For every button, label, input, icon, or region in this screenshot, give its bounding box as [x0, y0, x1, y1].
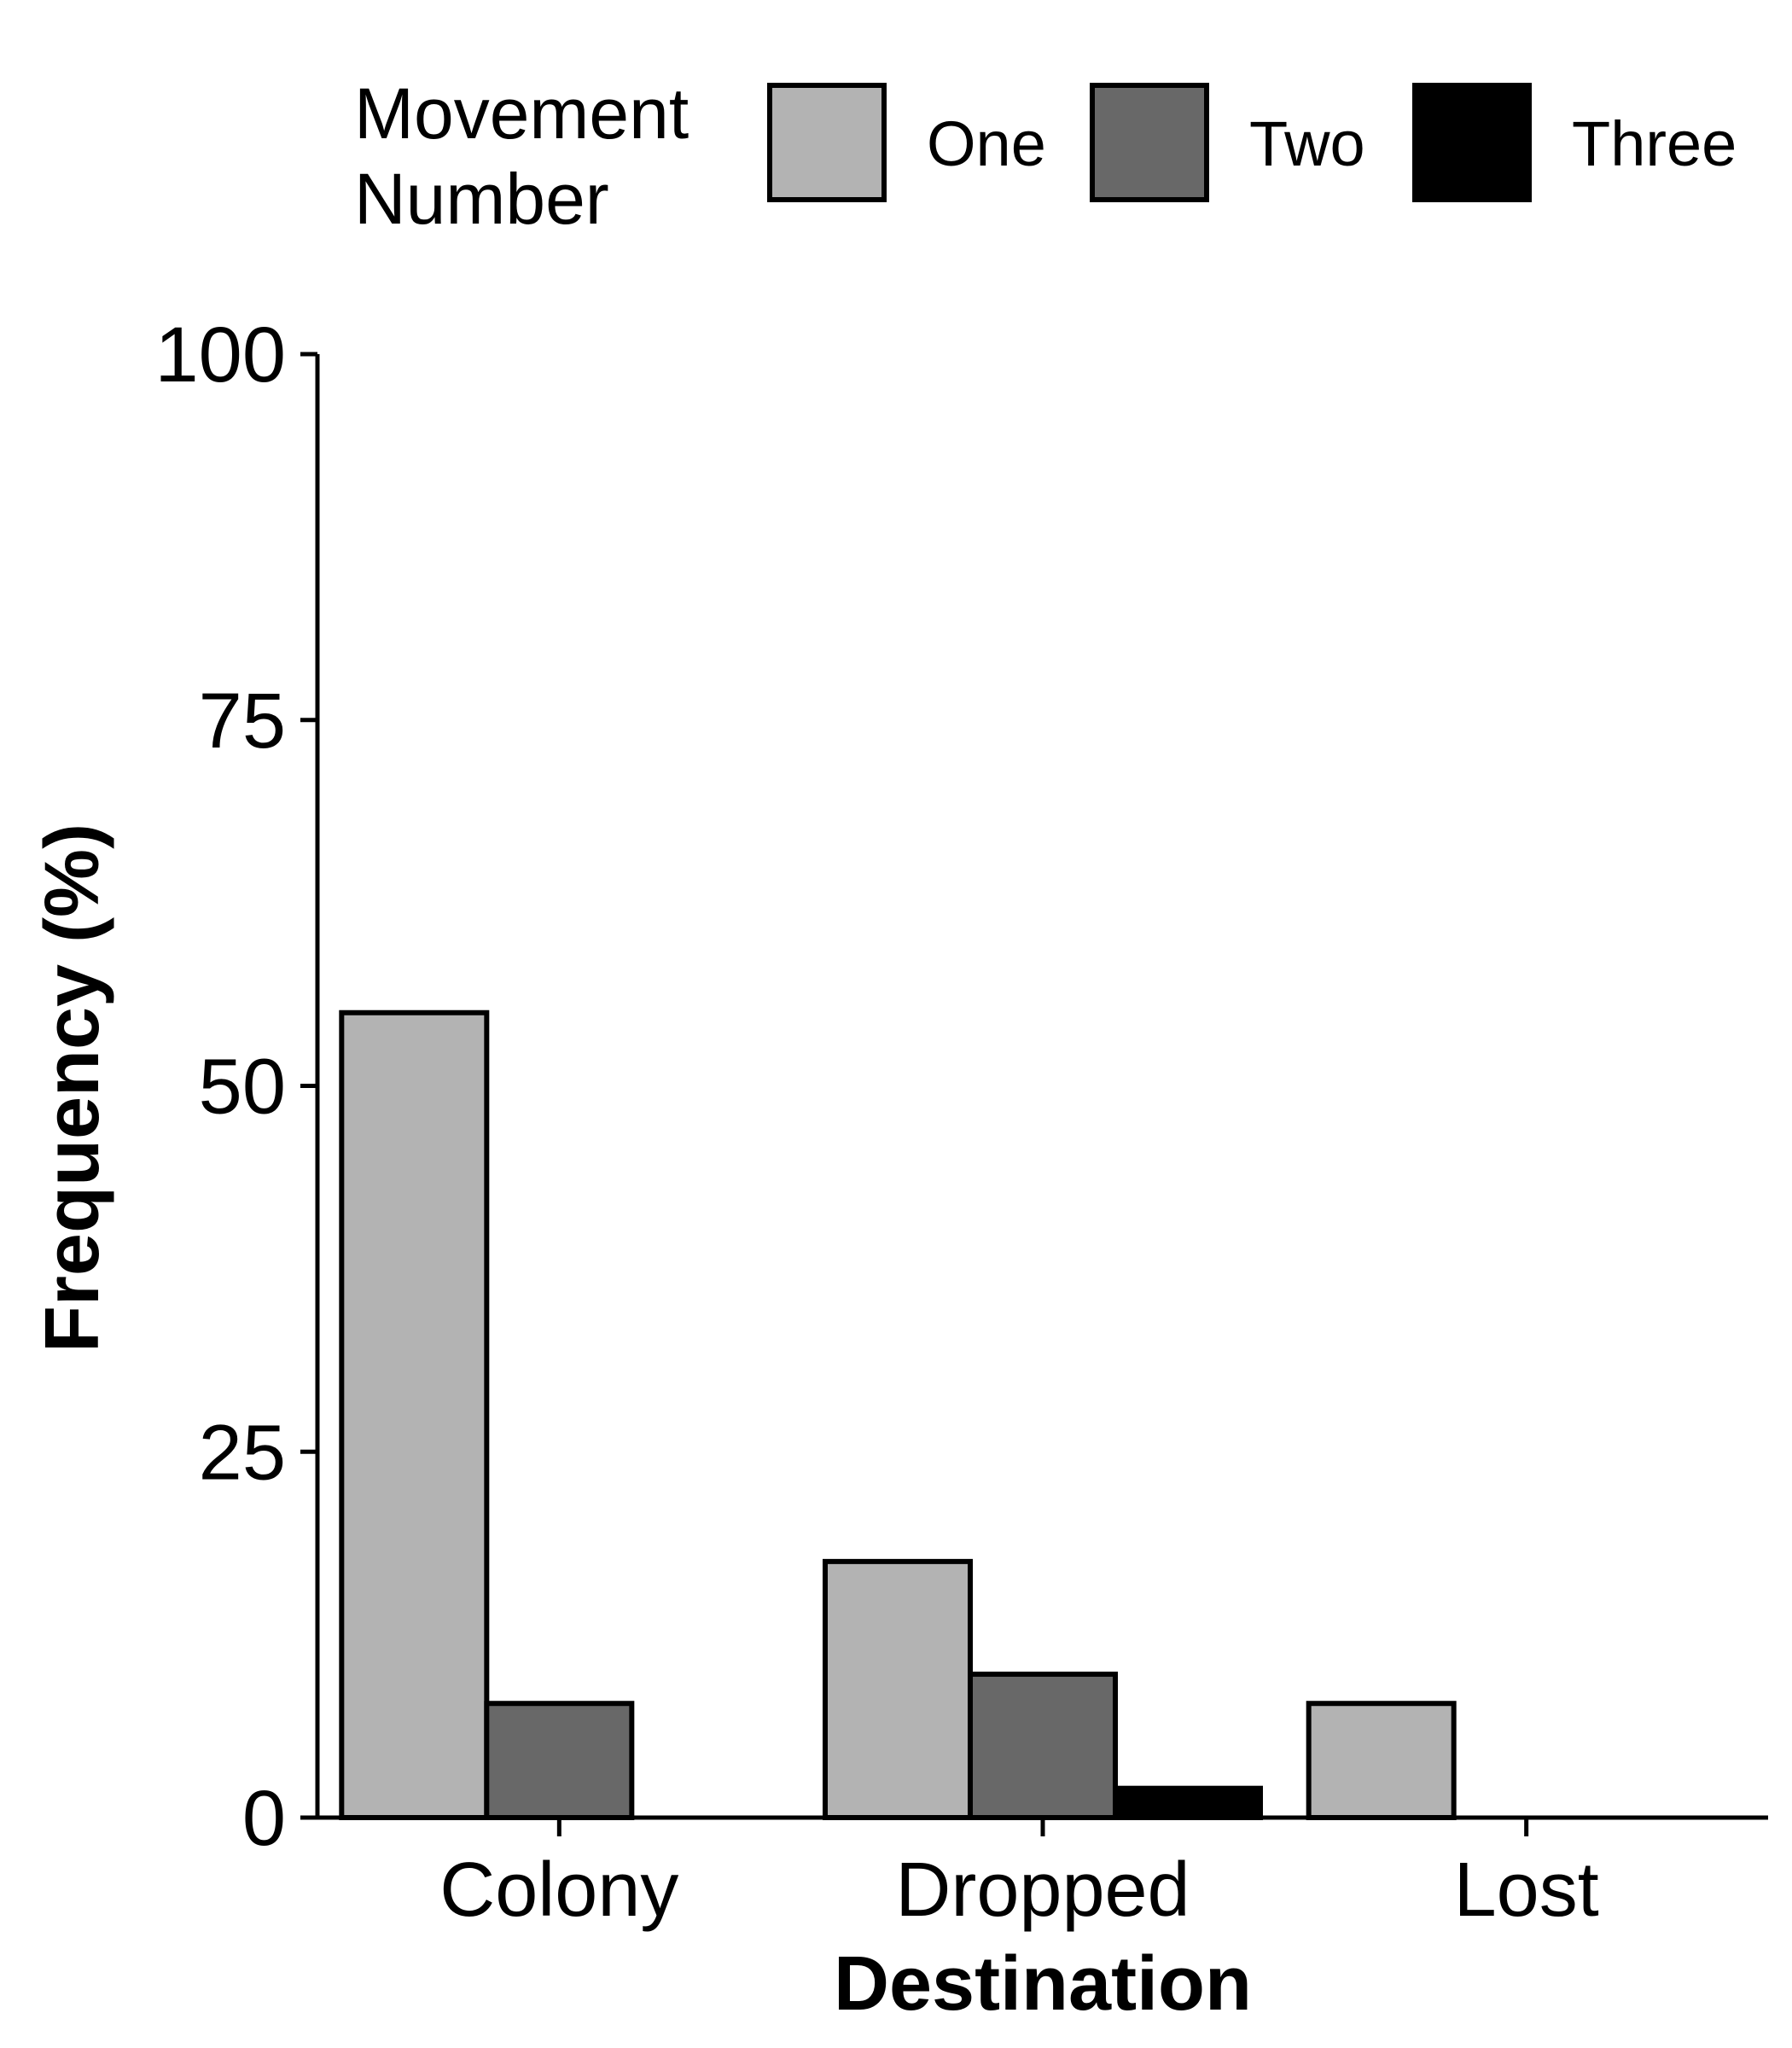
bar-one-lost	[1306, 1701, 1457, 1820]
bar-two-dropped	[968, 1671, 1118, 1821]
bar-one-dropped	[823, 1558, 973, 1820]
legend-title-line2: Number	[354, 159, 609, 239]
y-tick-label: 100	[155, 311, 287, 399]
legend-key-three	[1412, 83, 1532, 202]
x-tick-label: Colony	[439, 1847, 678, 1933]
y-tick-label: 50	[199, 1044, 286, 1131]
y-axis-title: Frequency (%)	[30, 823, 115, 1353]
legend-label-two: Two	[1249, 108, 1365, 179]
axes: 0 25 50 75 100 Colony Dropped Lost	[155, 311, 1768, 1933]
legend-title-line1: Movement	[354, 73, 689, 154]
bars	[339, 1009, 1457, 1821]
legend: Movement Number One Two Three	[354, 73, 1737, 239]
legend-label-one: One	[927, 108, 1046, 179]
x-ticks: Colony Dropped Lost	[439, 1818, 1599, 1933]
legend-key-one	[767, 83, 887, 202]
x-axis-title: Destination	[834, 1941, 1252, 2027]
bar-two-colony	[484, 1701, 635, 1820]
y-tick-label: 25	[199, 1409, 286, 1496]
bar-three-dropped	[1113, 1785, 1263, 1820]
x-tick-label: Dropped	[895, 1847, 1190, 1933]
x-tick-label: Lost	[1454, 1847, 1599, 1933]
y-tick-label: 75	[199, 678, 286, 765]
y-ticks: 0 25 50 75 100	[155, 311, 317, 1862]
legend-label-three: Three	[1572, 108, 1737, 179]
legend-items: One Two Three	[767, 83, 1737, 202]
y-tick-label: 0	[242, 1775, 286, 1862]
legend-key-two	[1090, 83, 1209, 202]
bar-one-colony	[339, 1009, 490, 1820]
